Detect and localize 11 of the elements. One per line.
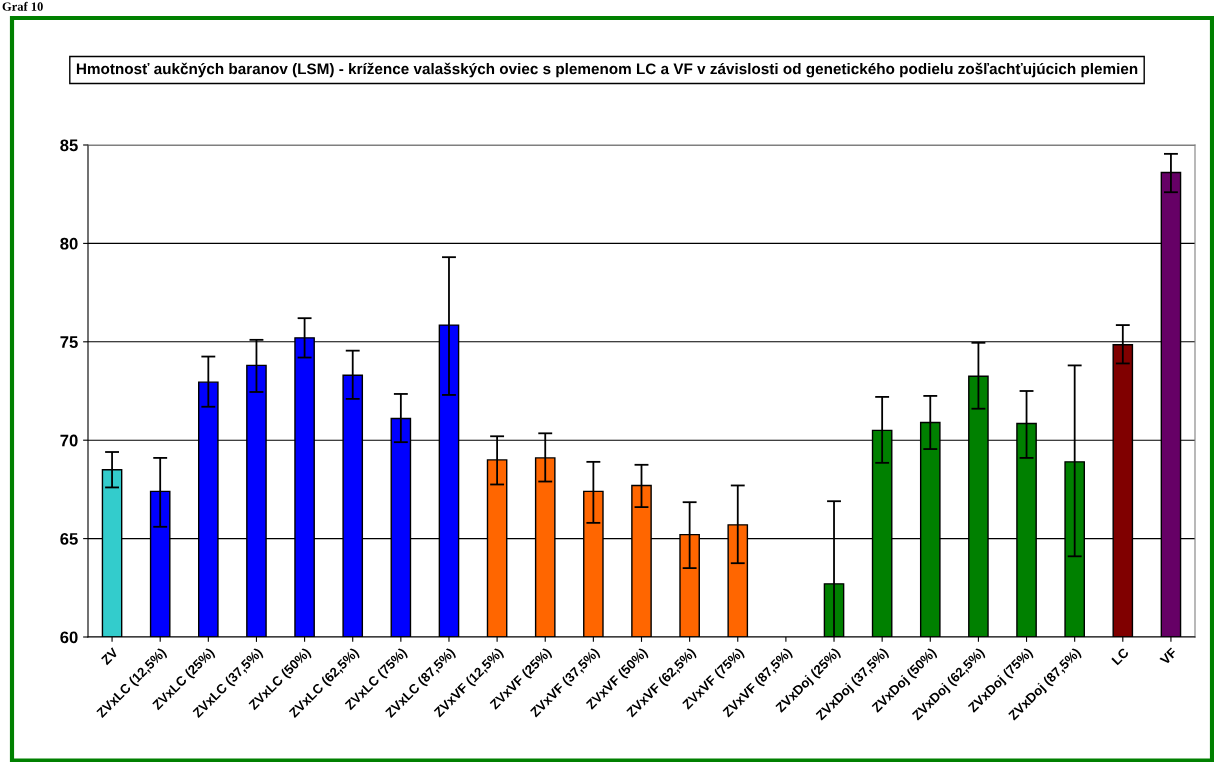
chart-title: Hmotnosť aukčných baranov (LSM) - krížence valašských oviec s plemenom LC a VF v závislosti od genetického podielu zošľachťujúcich plemien <box>76 62 1138 78</box>
y-tick-label: 85 <box>60 139 78 152</box>
y-tick-label: 80 <box>60 237 78 250</box>
x-tick-label: ZV <box>100 647 119 666</box>
x-tick-label: LC <box>1111 647 1130 666</box>
x-tick-label: VF <box>1159 647 1178 666</box>
y-tick-label: 75 <box>60 336 78 348</box>
y-tick-label: 60 <box>60 631 78 644</box>
text: Graf 10 <box>2 1 43 11</box>
y-tick-label: 65 <box>60 533 78 545</box>
y-tick-label: 70 <box>60 434 78 447</box>
